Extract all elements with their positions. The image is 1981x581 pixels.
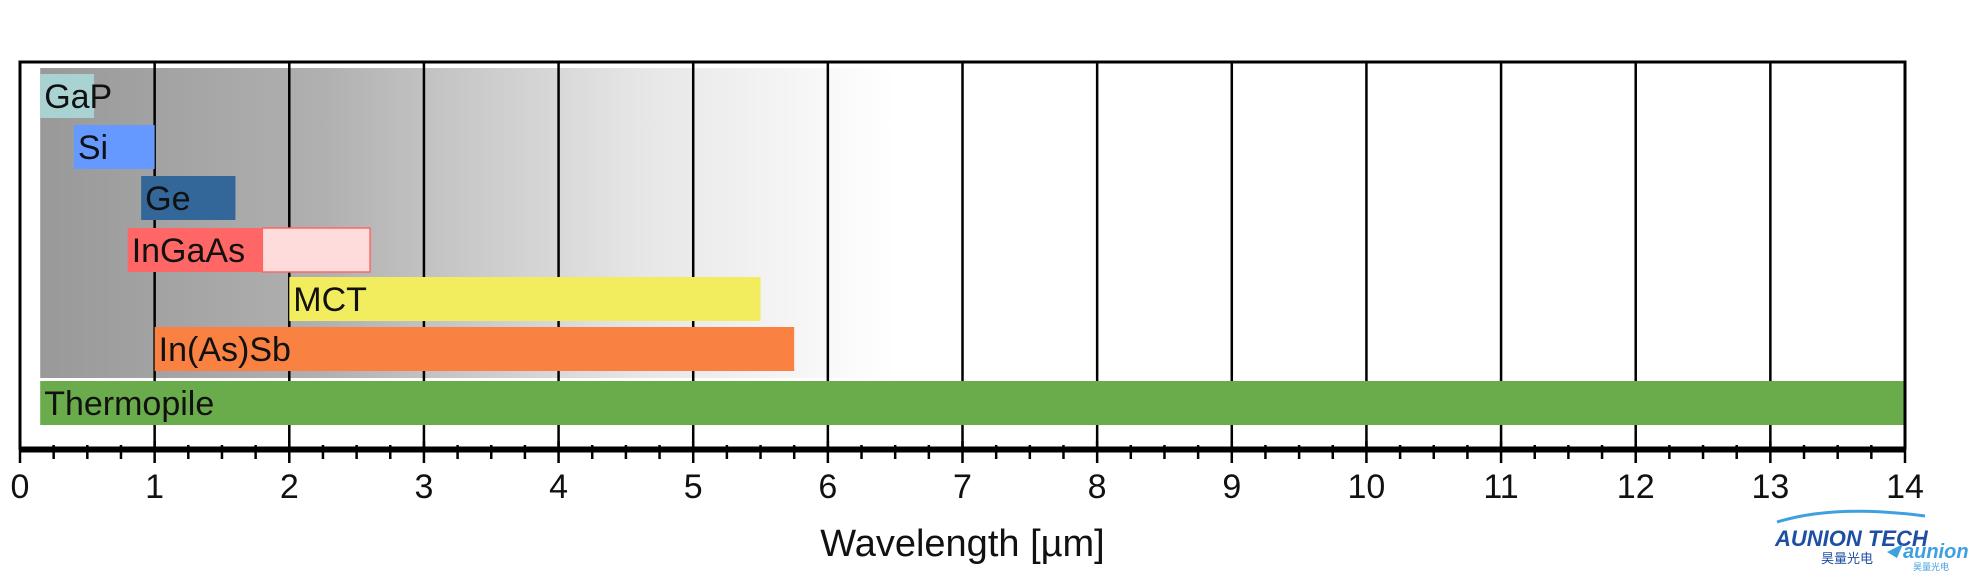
x-tick-label-12: 12 xyxy=(1617,468,1655,506)
x-axis-ticks: 0 1 2 3 4 5 6 7 8 9 10 11 12 13 14 xyxy=(11,441,1924,506)
bar-label-thermopile: Thermopile xyxy=(44,385,214,423)
bar-ingaas-extended xyxy=(261,227,371,273)
bar-mct xyxy=(289,277,761,321)
x-tick-label-11: 11 xyxy=(1483,468,1518,506)
bar-label-ge: Ge xyxy=(145,180,190,218)
bar-ingaas xyxy=(127,228,263,272)
x-tick-label-9: 9 xyxy=(1222,468,1241,506)
logo-plane-icon xyxy=(1887,544,1903,558)
x-tick-label-10: 10 xyxy=(1348,468,1386,506)
bar-label-ingaas: InGaAs xyxy=(132,232,245,270)
logo-secondary-cn: 昊量光电 xyxy=(1913,561,1949,573)
logo-brand: AUNION TECH xyxy=(1774,526,1929,551)
x-tick-label-8: 8 xyxy=(1088,468,1107,506)
bar-gap xyxy=(40,74,95,118)
x-tick-label-5: 5 xyxy=(684,468,703,506)
logo-brand-cn: 昊量光电 xyxy=(1821,552,1873,567)
x-axis-title: Wavelength [µm] xyxy=(820,523,1104,565)
x-tick-label-1: 1 xyxy=(145,468,164,506)
bar-label-gap: GaP xyxy=(44,78,112,116)
x-tick-label-2: 2 xyxy=(280,468,299,506)
x-tick-label-13: 13 xyxy=(1751,468,1789,506)
bar-label-in-as-sb: In(As)Sb xyxy=(159,331,291,369)
logo-secondary: aunion xyxy=(1903,541,1969,563)
bar-label-si: Si xyxy=(78,129,108,167)
wavelength-background-gradient xyxy=(40,68,896,378)
x-tick-label-0: 0 xyxy=(11,468,30,506)
bar-label-mct: MCT xyxy=(293,281,367,319)
bar-ge xyxy=(141,176,236,220)
x-tick-label-4: 4 xyxy=(549,468,568,506)
logo-swoosh-icon xyxy=(1776,509,1926,524)
x-tick-label-7: 7 xyxy=(953,468,972,506)
x-tick-label-3: 3 xyxy=(414,468,433,506)
bar-thermopile xyxy=(40,381,1906,425)
bar-in-as-sb xyxy=(154,327,795,371)
aunion-tech-logo: AUNION TECH 昊量光电 aunion 昊量光电 xyxy=(1774,509,1969,573)
x-tick-label-14: 14 xyxy=(1886,468,1924,506)
x-tick-label-6: 6 xyxy=(818,468,837,506)
bar-si xyxy=(73,125,155,169)
